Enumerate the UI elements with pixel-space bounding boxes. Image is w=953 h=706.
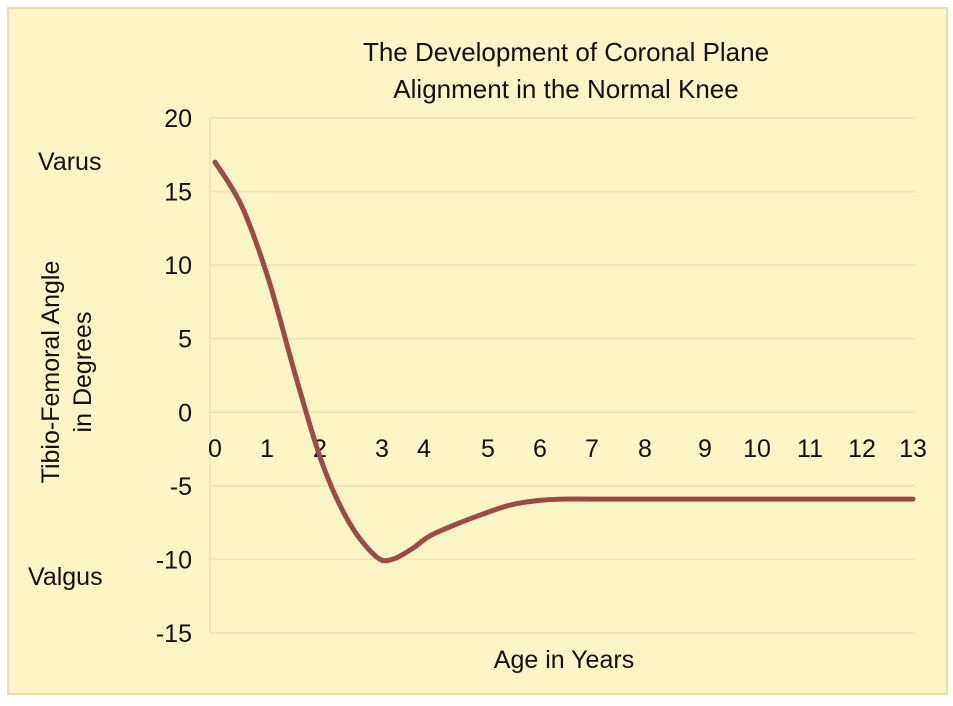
x-axis-label: Age in Years [494, 646, 634, 674]
x-tick-label: 5 [481, 435, 495, 463]
y-axis-label-line-1: Tibio-Femoral Angle [37, 261, 65, 484]
series-layer [212, 159, 916, 564]
x-tick-label: 0 [208, 435, 222, 463]
y-tick-labels: 20 15 10 5 0 -5 -10 -15 [156, 105, 192, 648]
y-tick-label: -10 [156, 546, 192, 574]
x-tick-label: 7 [585, 435, 599, 463]
y-tick-label: 0 [178, 399, 192, 427]
x-tick-label: 11 [797, 435, 823, 463]
varus-label: Varus [38, 148, 101, 176]
y-tick-label: -15 [156, 620, 192, 648]
x-tick-label: 13 [899, 435, 927, 463]
chart-background [7, 7, 948, 695]
x-tick-label: 6 [533, 435, 547, 463]
y-tick-label: 15 [164, 179, 192, 207]
valgus-label: Valgus [28, 563, 103, 591]
x-tick-label: 8 [638, 435, 652, 463]
x-tick-label: 3 [375, 435, 389, 463]
gridlines [209, 117, 915, 634]
x-tick-label: 12 [848, 435, 876, 463]
x-tick-label: 4 [417, 435, 431, 463]
y-tick-label: 5 [178, 326, 192, 354]
x-tick-label: 1 [260, 435, 274, 463]
y-axis-label-line-2: in Degrees [69, 312, 97, 433]
series-line [212, 159, 916, 564]
y-tick-label: 10 [164, 252, 192, 280]
y-tick-label: 20 [164, 105, 192, 133]
y-tick-label: -5 [170, 473, 192, 501]
x-tick-label: 10 [743, 435, 771, 463]
chart-title-line-2: Alignment in the Normal Knee [393, 74, 738, 104]
x-tick-labels: 0 1 2 3 4 5 6 7 8 9 10 11 12 13 [208, 435, 927, 463]
x-tick-label: 9 [698, 435, 712, 463]
chart-title-line-1: The Development of Coronal Plane [363, 37, 769, 67]
